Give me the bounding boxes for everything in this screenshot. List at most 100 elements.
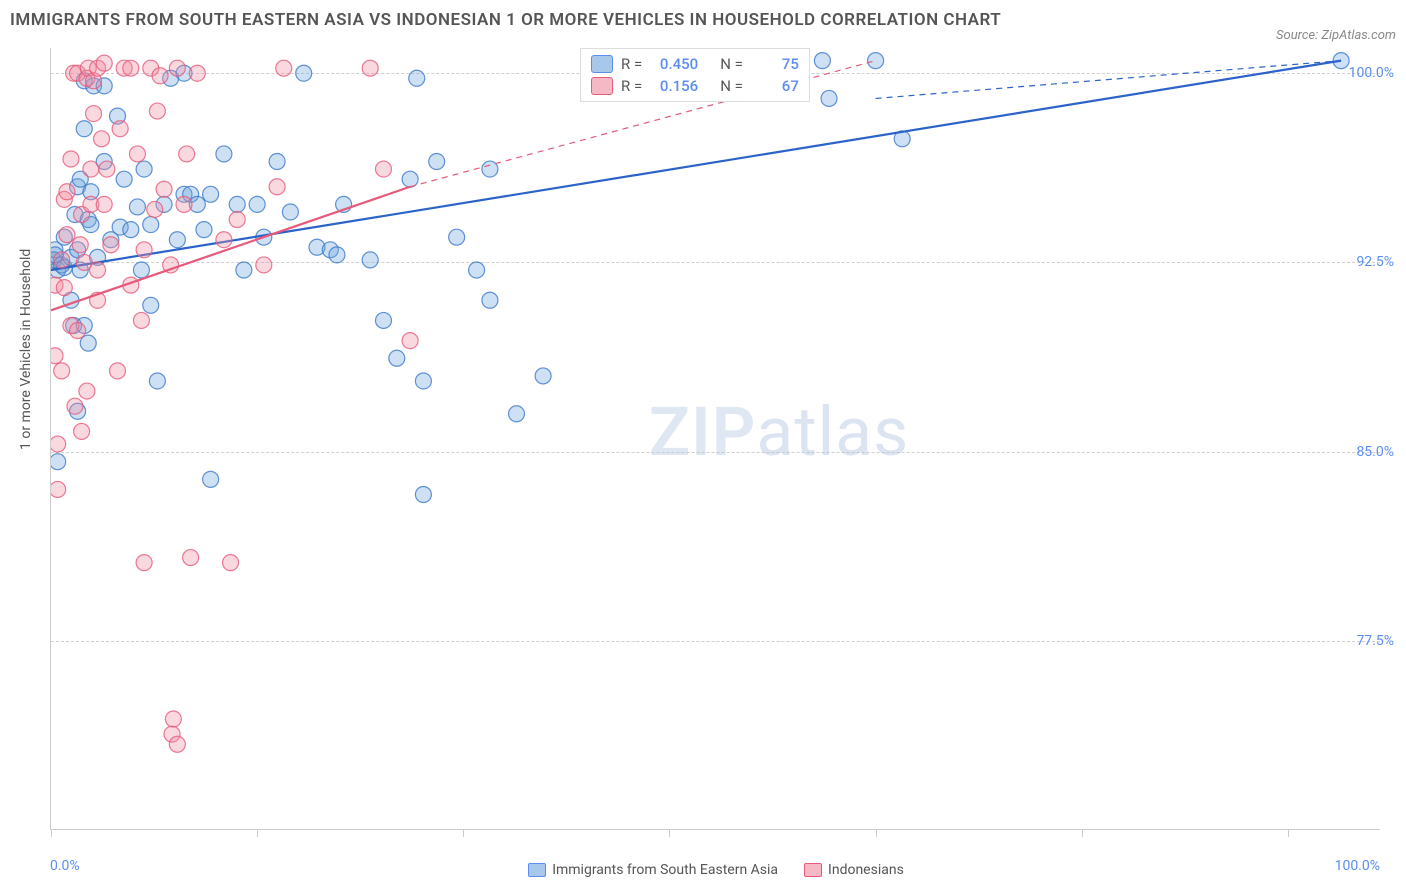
data-point (86, 106, 102, 122)
data-point (133, 262, 149, 278)
legend-swatch (804, 863, 822, 877)
data-point (83, 161, 99, 177)
legend-swatch (528, 863, 546, 877)
data-point (156, 181, 172, 197)
data-point (133, 312, 149, 328)
n-value: 67 (751, 77, 799, 95)
data-point (136, 161, 152, 177)
data-point (282, 204, 298, 220)
n-label: N = (720, 55, 743, 73)
data-point (72, 237, 88, 253)
data-point (376, 312, 392, 328)
data-point (74, 423, 90, 439)
n-label: N = (720, 77, 743, 95)
data-point (269, 179, 285, 195)
y-axis-label: 1 or more Vehicles in Household (18, 249, 34, 450)
data-point (51, 436, 66, 452)
data-point (196, 222, 212, 238)
data-point (80, 335, 96, 351)
data-point (129, 199, 145, 215)
data-point (94, 131, 110, 147)
data-point (329, 247, 345, 263)
data-point (362, 60, 378, 76)
data-point (183, 550, 199, 566)
data-point (868, 53, 884, 69)
data-point (362, 252, 378, 268)
data-point (203, 186, 219, 202)
data-point (51, 454, 66, 470)
data-point (56, 280, 72, 296)
data-point (112, 121, 128, 137)
data-point (70, 323, 86, 339)
r-label: R = (621, 77, 642, 95)
legend-swatch (591, 55, 613, 73)
x-tick (876, 829, 877, 837)
trendline (876, 61, 1342, 99)
data-point (169, 60, 185, 76)
n-value: 75 (751, 55, 799, 73)
data-point (415, 373, 431, 389)
data-point (821, 90, 837, 106)
data-point (449, 229, 465, 245)
data-point (51, 481, 66, 497)
x-tick (669, 829, 670, 837)
data-point (203, 471, 219, 487)
data-point (169, 232, 185, 248)
chart-container: IMMIGRANTS FROM SOUTH EASTERN ASIA VS IN… (0, 0, 1406, 892)
plot-svg (51, 48, 1380, 829)
x-tick (257, 829, 258, 837)
legend-series: Immigrants from South Eastern AsiaIndone… (0, 862, 1406, 878)
data-point (51, 348, 63, 364)
data-point (415, 486, 431, 502)
data-point (63, 151, 79, 167)
data-point (429, 154, 445, 170)
data-point (236, 262, 252, 278)
data-point (535, 368, 551, 384)
r-value: 0.156 (650, 77, 698, 95)
data-point (402, 333, 418, 349)
chart-title: IMMIGRANTS FROM SOUTH EASTERN ASIA VS IN… (10, 10, 1001, 30)
data-point (79, 383, 95, 399)
data-point (116, 171, 132, 187)
data-point (376, 161, 392, 177)
data-point (216, 146, 232, 162)
data-point (147, 201, 163, 217)
data-point (249, 196, 265, 212)
plot-area: ZIPatlas (50, 48, 1380, 830)
data-point (67, 398, 83, 414)
data-point (136, 242, 152, 258)
x-tick (463, 829, 464, 837)
data-point (165, 711, 181, 727)
data-point (256, 257, 272, 273)
legend-series-label: Indonesians (828, 862, 904, 878)
data-point (143, 297, 159, 313)
data-point (409, 70, 425, 86)
x-tick (51, 829, 52, 837)
legend-correlation-row: R = 0.156 N = 67 (591, 75, 799, 97)
data-point (96, 196, 112, 212)
data-point (136, 555, 152, 571)
legend-correlation-row: R =0.450N =75 (591, 53, 799, 75)
data-point (152, 68, 168, 84)
data-point (103, 237, 119, 253)
data-point (296, 65, 312, 81)
data-point (189, 65, 205, 81)
data-point (482, 292, 498, 308)
legend-correlation: R =0.450N =75R =0.156N =67 (580, 48, 810, 102)
data-point (59, 184, 75, 200)
data-point (54, 252, 70, 268)
x-tick (1288, 829, 1289, 837)
data-point (110, 363, 126, 379)
data-point (276, 60, 292, 76)
data-point (469, 262, 485, 278)
x-tick (1082, 829, 1083, 837)
data-point (59, 227, 75, 243)
data-point (269, 154, 285, 170)
data-point (149, 103, 165, 119)
data-point (216, 232, 232, 248)
data-point (90, 262, 106, 278)
data-point (223, 555, 239, 571)
data-point (176, 196, 192, 212)
source-attribution: Source: ZipAtlas.com (1276, 28, 1396, 43)
data-point (76, 121, 92, 137)
